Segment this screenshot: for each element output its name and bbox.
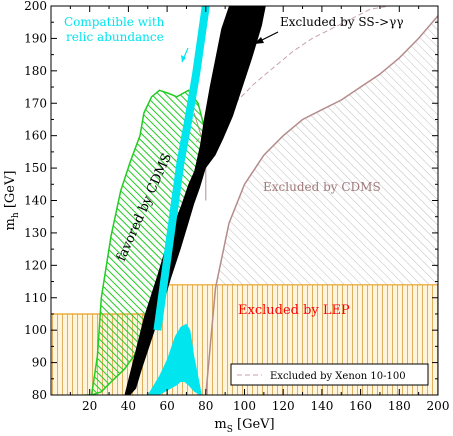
cdms-boundary-line	[205, 15, 438, 395]
y-tick-label: 160	[24, 129, 47, 143]
x-tick-label: 100	[233, 399, 256, 413]
cdms-excluded-label: Excluded by CDMS	[263, 180, 381, 194]
lep-label: Excluded by LEP	[238, 303, 350, 318]
relic-arrow-head	[181, 55, 186, 62]
x-tick-label: 120	[272, 399, 295, 413]
x-tick-label: 80	[198, 399, 213, 413]
svg-text:mh [GeV]: mh [GeV]	[3, 171, 21, 231]
y-tick-label: 150	[24, 161, 47, 175]
relic-label-2: relic abundance	[66, 30, 164, 44]
ss-gamma-label: Excluded by SS->γγ	[280, 15, 404, 29]
x-tick-label: 200	[427, 399, 450, 413]
y-tick-label: 140	[24, 194, 47, 208]
x-tick-label: 60	[159, 399, 174, 413]
y-tick-label: 120	[24, 258, 47, 272]
ss-arrow-head	[254, 37, 264, 44]
x-tick-label: 140	[310, 399, 333, 413]
x-tick-label: 160	[349, 399, 372, 413]
y-tick-label: 190	[24, 31, 47, 45]
y-tick-label: 130	[24, 226, 47, 240]
axes: 20 40 60 80 100 120 140 160 180 200 80 90 100 110 120 1…	[24, 0, 449, 413]
legend: Excluded by Xenon 10-100	[230, 363, 429, 386]
y-tick-label: 100	[24, 323, 47, 337]
relic-band	[153, 6, 210, 331]
y-tick-label: 110	[24, 291, 47, 305]
legend-label: Excluded by Xenon 10-100	[270, 371, 406, 382]
y-tick-label: 80	[32, 388, 47, 402]
y-axis-label: mh [GeV]	[3, 171, 21, 231]
relic-label-1: Compatible with	[64, 15, 165, 29]
x-tick-label: 20	[82, 399, 97, 413]
legend-box	[230, 363, 429, 386]
y-tick-label: 90	[32, 356, 47, 370]
y-tick-label: 180	[24, 64, 47, 78]
y-tick-label: 170	[24, 96, 47, 110]
x-tick-label: 40	[121, 399, 136, 413]
y-tick-label: 200	[24, 0, 47, 13]
x-tick-label: 180	[388, 399, 411, 413]
relic-blob	[147, 323, 202, 395]
plot-area	[51, 6, 438, 395]
x-axis-label: mS [GeV]	[214, 417, 274, 435]
ss-arrow-line	[261, 31, 279, 41]
svg-text:mS [GeV]: mS [GeV]	[214, 417, 274, 435]
